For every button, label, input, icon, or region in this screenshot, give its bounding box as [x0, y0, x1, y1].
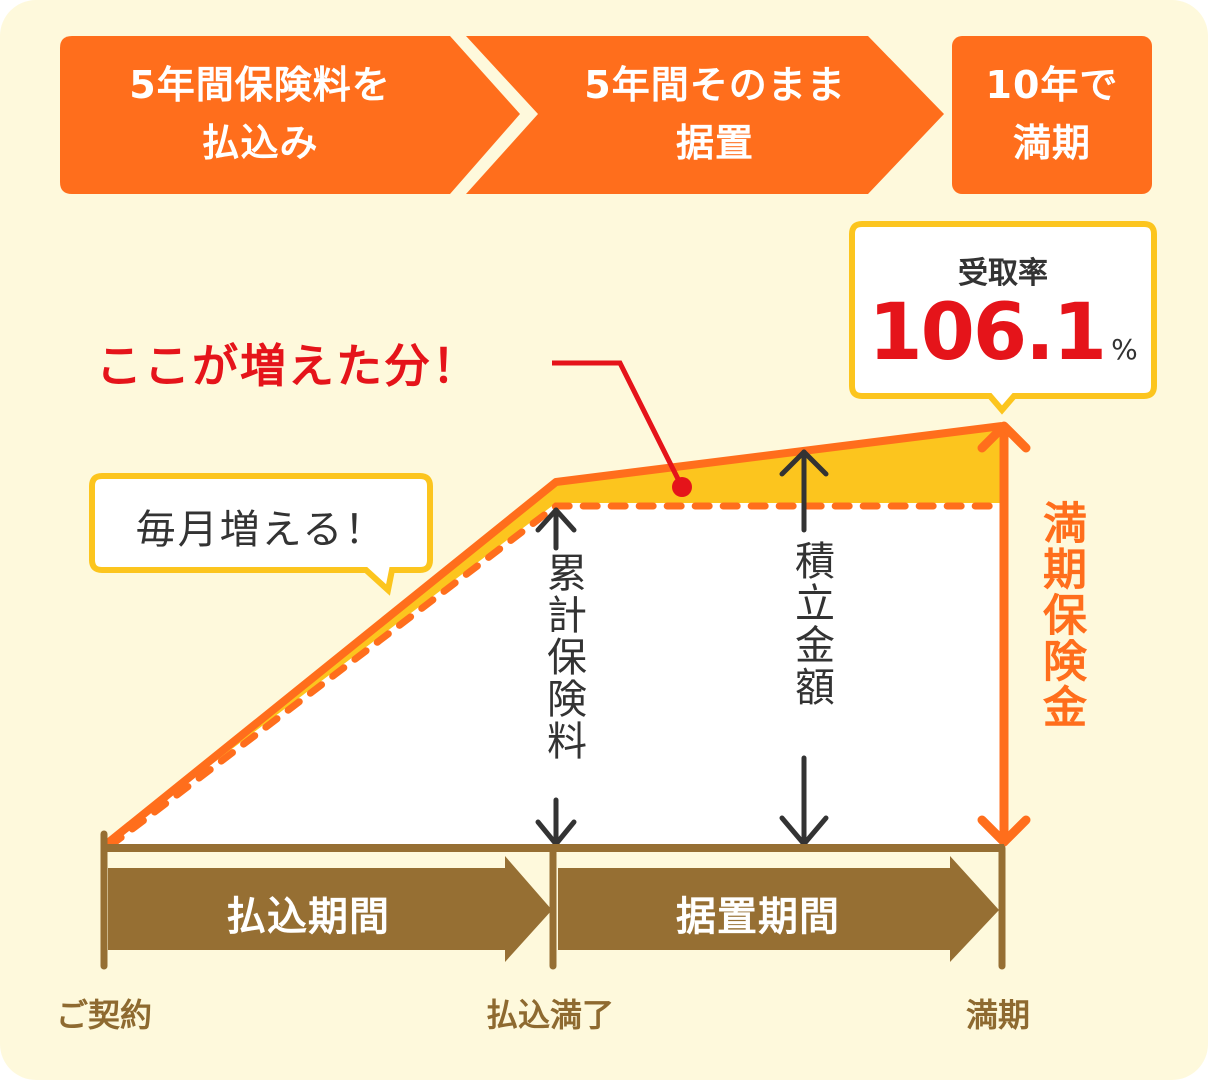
deferral-period-label: 据置期間 — [676, 894, 840, 940]
step-2-line1: 5年間そのまま — [584, 63, 846, 107]
rate-value-group: 106.1% — [852, 288, 1154, 378]
step-1-line1: 5年間保険料を — [129, 63, 391, 107]
increase-callout: ここが増えた分！ — [96, 339, 480, 393]
rate-unit: % — [1111, 333, 1138, 366]
accumulated-amount-label: 積立金額 — [788, 540, 834, 708]
step-3-label: 10年で 満期 — [952, 56, 1152, 172]
payment-period-arrow — [108, 856, 552, 962]
maturity-benefit-arrow-icon — [977, 421, 1031, 847]
accumulated-line — [101, 422, 1003, 850]
step-2-line2: 据置 — [675, 121, 754, 165]
plot-area — [104, 503, 1002, 846]
maturity-point-label: 満期 — [966, 996, 1031, 1034]
payment-end-label: 払込満了 — [486, 996, 615, 1034]
cumulative-premium-label: 累計保険料 — [540, 552, 586, 762]
payment-period-label: 払込期間 — [226, 894, 390, 940]
callout-leader-dot — [672, 477, 692, 497]
rate-value: 106.1 — [868, 288, 1107, 378]
premium-dashed-line — [106, 502, 1004, 850]
rate-label: 受取率 — [958, 256, 1048, 291]
monthly-bubble-shape — [89, 473, 433, 596]
step-1-line2: 払込み — [201, 121, 319, 165]
callout-leader-line — [552, 360, 685, 489]
deferral-period-arrow — [558, 856, 999, 962]
step-3-shape — [952, 36, 1152, 194]
start-point-label: ご契約 — [56, 996, 153, 1034]
maturity-benefit-label: 満期保険金 — [1035, 500, 1086, 730]
step-2-shape — [466, 36, 944, 194]
gain-area — [104, 426, 1002, 846]
rate-box-shape — [849, 221, 1157, 415]
step-1-label: 5年間保険料を 払込み — [60, 56, 460, 172]
step-3-line1: 10年で — [985, 63, 1119, 107]
monthly-increase-bubble: 毎月増える！ — [135, 507, 387, 553]
step-3-line2: 満期 — [1012, 121, 1091, 165]
step-2-label: 5年間そのまま 据置 — [540, 56, 890, 172]
step-1-shape — [60, 36, 520, 194]
